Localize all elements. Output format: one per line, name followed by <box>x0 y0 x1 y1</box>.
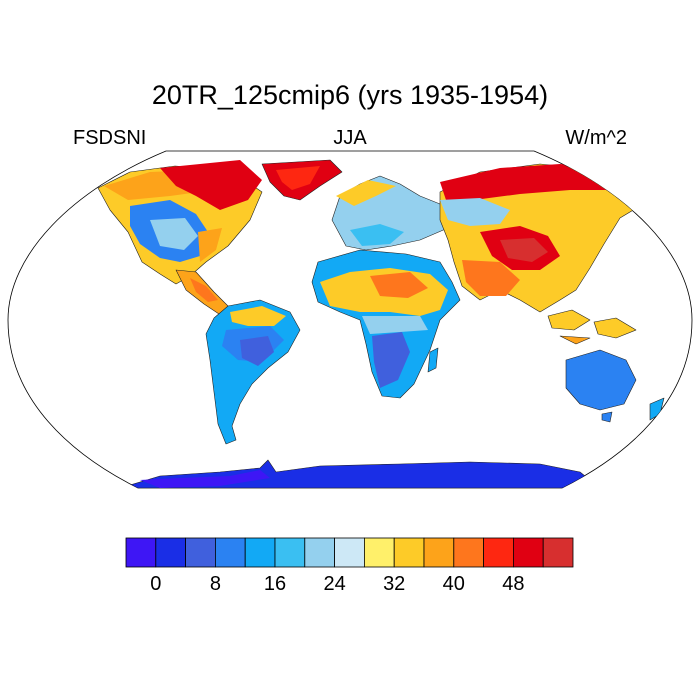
greenland <box>261 159 343 201</box>
colorbar-box <box>513 537 544 568</box>
variable-label: FSDSNI <box>73 127 147 149</box>
colorbar-box <box>453 537 484 568</box>
colorbar-box <box>125 537 157 568</box>
antarctica <box>119 459 601 488</box>
africa <box>311 249 461 399</box>
north-america <box>97 160 263 317</box>
colorbar-tick-label: 48 <box>502 573 525 595</box>
colorbar-box <box>304 537 335 568</box>
colorbar-box <box>542 537 574 568</box>
colorbar-tick-label: 8 <box>209 573 221 595</box>
plot-title: 20TR_125cmip6 (yrs 1935-1954) <box>151 80 549 110</box>
colorbar-box <box>483 537 514 568</box>
colorbar-box <box>214 537 246 568</box>
colorbar-tick-label: 24 <box>323 573 346 595</box>
colorbar-box <box>274 537 306 568</box>
madagascar <box>427 347 439 373</box>
colorbar-box <box>244 537 276 568</box>
colorbar-box <box>185 537 216 568</box>
asia <box>439 163 651 313</box>
europe <box>331 175 449 251</box>
australia <box>565 349 637 423</box>
south-america <box>205 299 301 445</box>
colorbar-box <box>155 537 187 568</box>
colorbar-tick-label: 0 <box>150 573 162 595</box>
colorbar-box <box>334 537 365 568</box>
units-label: W/m^2 <box>565 127 627 149</box>
colorbar-tick-label: 40 <box>442 573 465 595</box>
colorbar-box <box>393 537 425 568</box>
colorbar-box <box>363 537 395 568</box>
colorbar-tick-label: 32 <box>383 573 406 595</box>
season-label: JJA <box>333 127 367 149</box>
colorbar-box <box>423 537 455 568</box>
colorbar-tick-label: 16 <box>263 573 287 595</box>
maritime-continent <box>547 309 637 345</box>
